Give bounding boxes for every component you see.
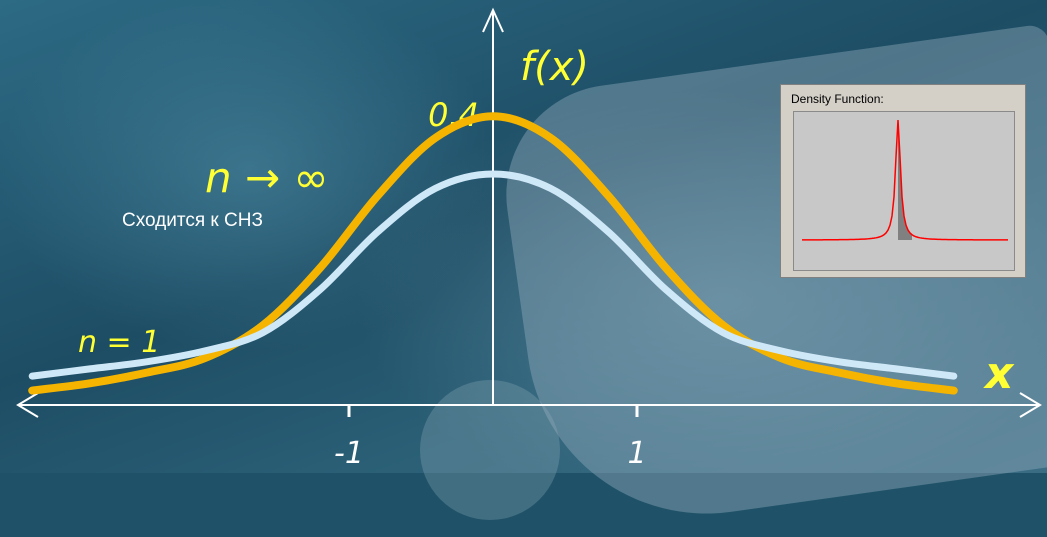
inset-shaded-area bbox=[898, 120, 912, 240]
limit-label: n → ∞ bbox=[205, 153, 329, 202]
x-axis-arrow-left bbox=[16, 392, 39, 418]
density-function-window: Density Function: bbox=[780, 84, 1026, 278]
density-chart: -1 1 0.4 f(x) x n → ∞ n = 1 bbox=[16, 7, 1042, 471]
inset-title: Density Function: bbox=[791, 92, 884, 106]
x-axis-arrow-right bbox=[1019, 392, 1042, 418]
y-axis-label: f(x) bbox=[520, 44, 589, 90]
x-tick-label-minus-1: -1 bbox=[334, 436, 364, 471]
y-axis-arrow bbox=[482, 7, 504, 33]
convergence-caption: Сходится к СНЗ bbox=[122, 210, 263, 231]
series-line-n1 bbox=[28, 170, 958, 380]
base-label: n = 1 bbox=[78, 325, 160, 360]
inset-density-line bbox=[801, 119, 1009, 241]
inset-plot-area bbox=[793, 111, 1015, 271]
series-line-limit bbox=[28, 112, 958, 395]
inset-density-plot bbox=[801, 119, 1009, 241]
x-tick-label-1: 1 bbox=[627, 436, 646, 471]
x-axis-label: x bbox=[983, 348, 1015, 399]
